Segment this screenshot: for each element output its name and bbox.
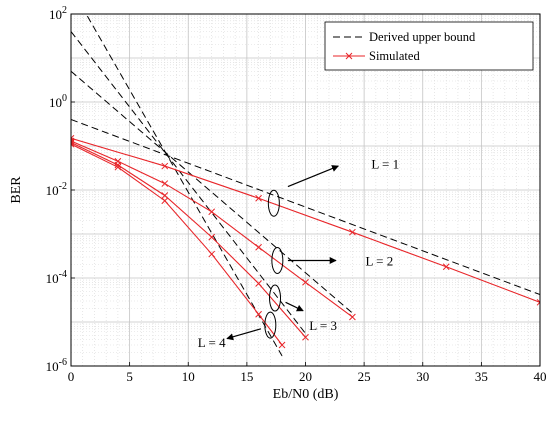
annotation-L2: L = 2	[271, 246, 393, 274]
legend-label-simulated: Simulated	[369, 49, 420, 63]
data-point-marker	[442, 263, 450, 271]
annotation-ellipse	[267, 189, 280, 217]
annotations-group: L = 1 L = 2 L = 3 L = 4	[198, 157, 399, 351]
simulated-series-L1	[71, 134, 540, 306]
annotation-ellipse	[271, 246, 284, 274]
data-point-marker	[349, 313, 356, 321]
y-tick-label: 100	[49, 93, 67, 110]
bound-series-L4	[85, 14, 283, 357]
x-tick-label: 35	[475, 369, 488, 384]
bound-line	[71, 119, 540, 296]
data-point-marker	[161, 180, 169, 187]
annotation-ellipse	[264, 311, 277, 339]
data-point-marker	[536, 298, 540, 306]
x-tick-label: 40	[534, 369, 547, 384]
x-tick-label: 30	[416, 369, 429, 384]
data-point-marker	[161, 197, 169, 205]
annotation-label: L = 3	[309, 318, 337, 333]
data-point-marker	[71, 140, 75, 148]
x-axis-label: Eb/N0 (dB)	[273, 387, 339, 402]
bound-line	[71, 31, 306, 334]
bound-series-L2	[71, 70, 353, 314]
data-point-marker	[255, 310, 262, 318]
simulated-series-L2	[71, 137, 356, 321]
legend: Derived upper bound Simulated	[324, 21, 534, 71]
data-point-marker	[208, 250, 216, 258]
data-point-marker	[114, 163, 122, 171]
grid-lines	[70, 13, 541, 367]
simulated-line	[71, 142, 306, 338]
data-point-marker	[161, 162, 169, 170]
data-point-marker	[161, 192, 169, 199]
data-point-marker	[255, 243, 262, 251]
x-tick-label: 5	[126, 369, 133, 384]
legend-marker-simulated	[345, 52, 353, 60]
x-tick-label: 25	[358, 369, 371, 384]
data-point-marker	[255, 280, 262, 287]
bound-series-L1	[71, 119, 540, 296]
x-tick-label: 20	[299, 369, 312, 384]
bound-line	[71, 70, 353, 314]
legend-x-marker	[345, 52, 353, 60]
annotation-label: L = 2	[365, 253, 393, 268]
simulated-series-L3	[71, 139, 309, 341]
data-point-marker	[302, 333, 309, 341]
annotation-arrow	[287, 165, 339, 188]
data-point-marker	[255, 194, 262, 202]
annotation-L1: L = 1	[267, 157, 399, 217]
tick-labels: 0 5 10 15 20 25 30 35 40 102 100 10-2 10-4 10-6	[46, 5, 547, 384]
annotation-ellipse	[269, 284, 282, 312]
simulated-line	[71, 143, 283, 346]
data-point-marker	[349, 228, 356, 236]
data-point-marker	[278, 341, 286, 349]
annotation-label: L = 1	[371, 157, 399, 172]
data-point-marker	[208, 233, 216, 241]
y-tick-label: 10-4	[46, 269, 67, 286]
x-tick-label: 10	[182, 369, 195, 384]
simulated-series-L4	[71, 140, 286, 349]
annotation-L3: L = 3	[269, 284, 337, 333]
bound-line	[85, 14, 283, 357]
annotation-arrow	[285, 301, 304, 312]
annotation-L4: L = 4	[198, 311, 277, 350]
x-tick-label: 0	[68, 369, 75, 384]
annotation-arrow	[226, 328, 262, 341]
legend-label-bound: Derived upper bound	[369, 30, 476, 44]
series-group	[71, 14, 540, 357]
data-point-marker	[114, 161, 122, 169]
data-point-marker	[71, 139, 75, 146]
legend-box	[324, 21, 534, 71]
y-tick-label: 10-2	[46, 181, 67, 198]
data-point-marker	[208, 208, 216, 216]
y-tick-label: 10-6	[46, 357, 67, 374]
y-axis-label: BER	[9, 176, 24, 204]
data-point-marker	[302, 278, 309, 286]
x-tick-label: 15	[240, 369, 253, 384]
y-tick-label: 102	[49, 5, 67, 22]
bound-series-L3	[71, 31, 306, 334]
annotation-label: L = 4	[198, 335, 226, 350]
simulated-line	[71, 137, 540, 303]
